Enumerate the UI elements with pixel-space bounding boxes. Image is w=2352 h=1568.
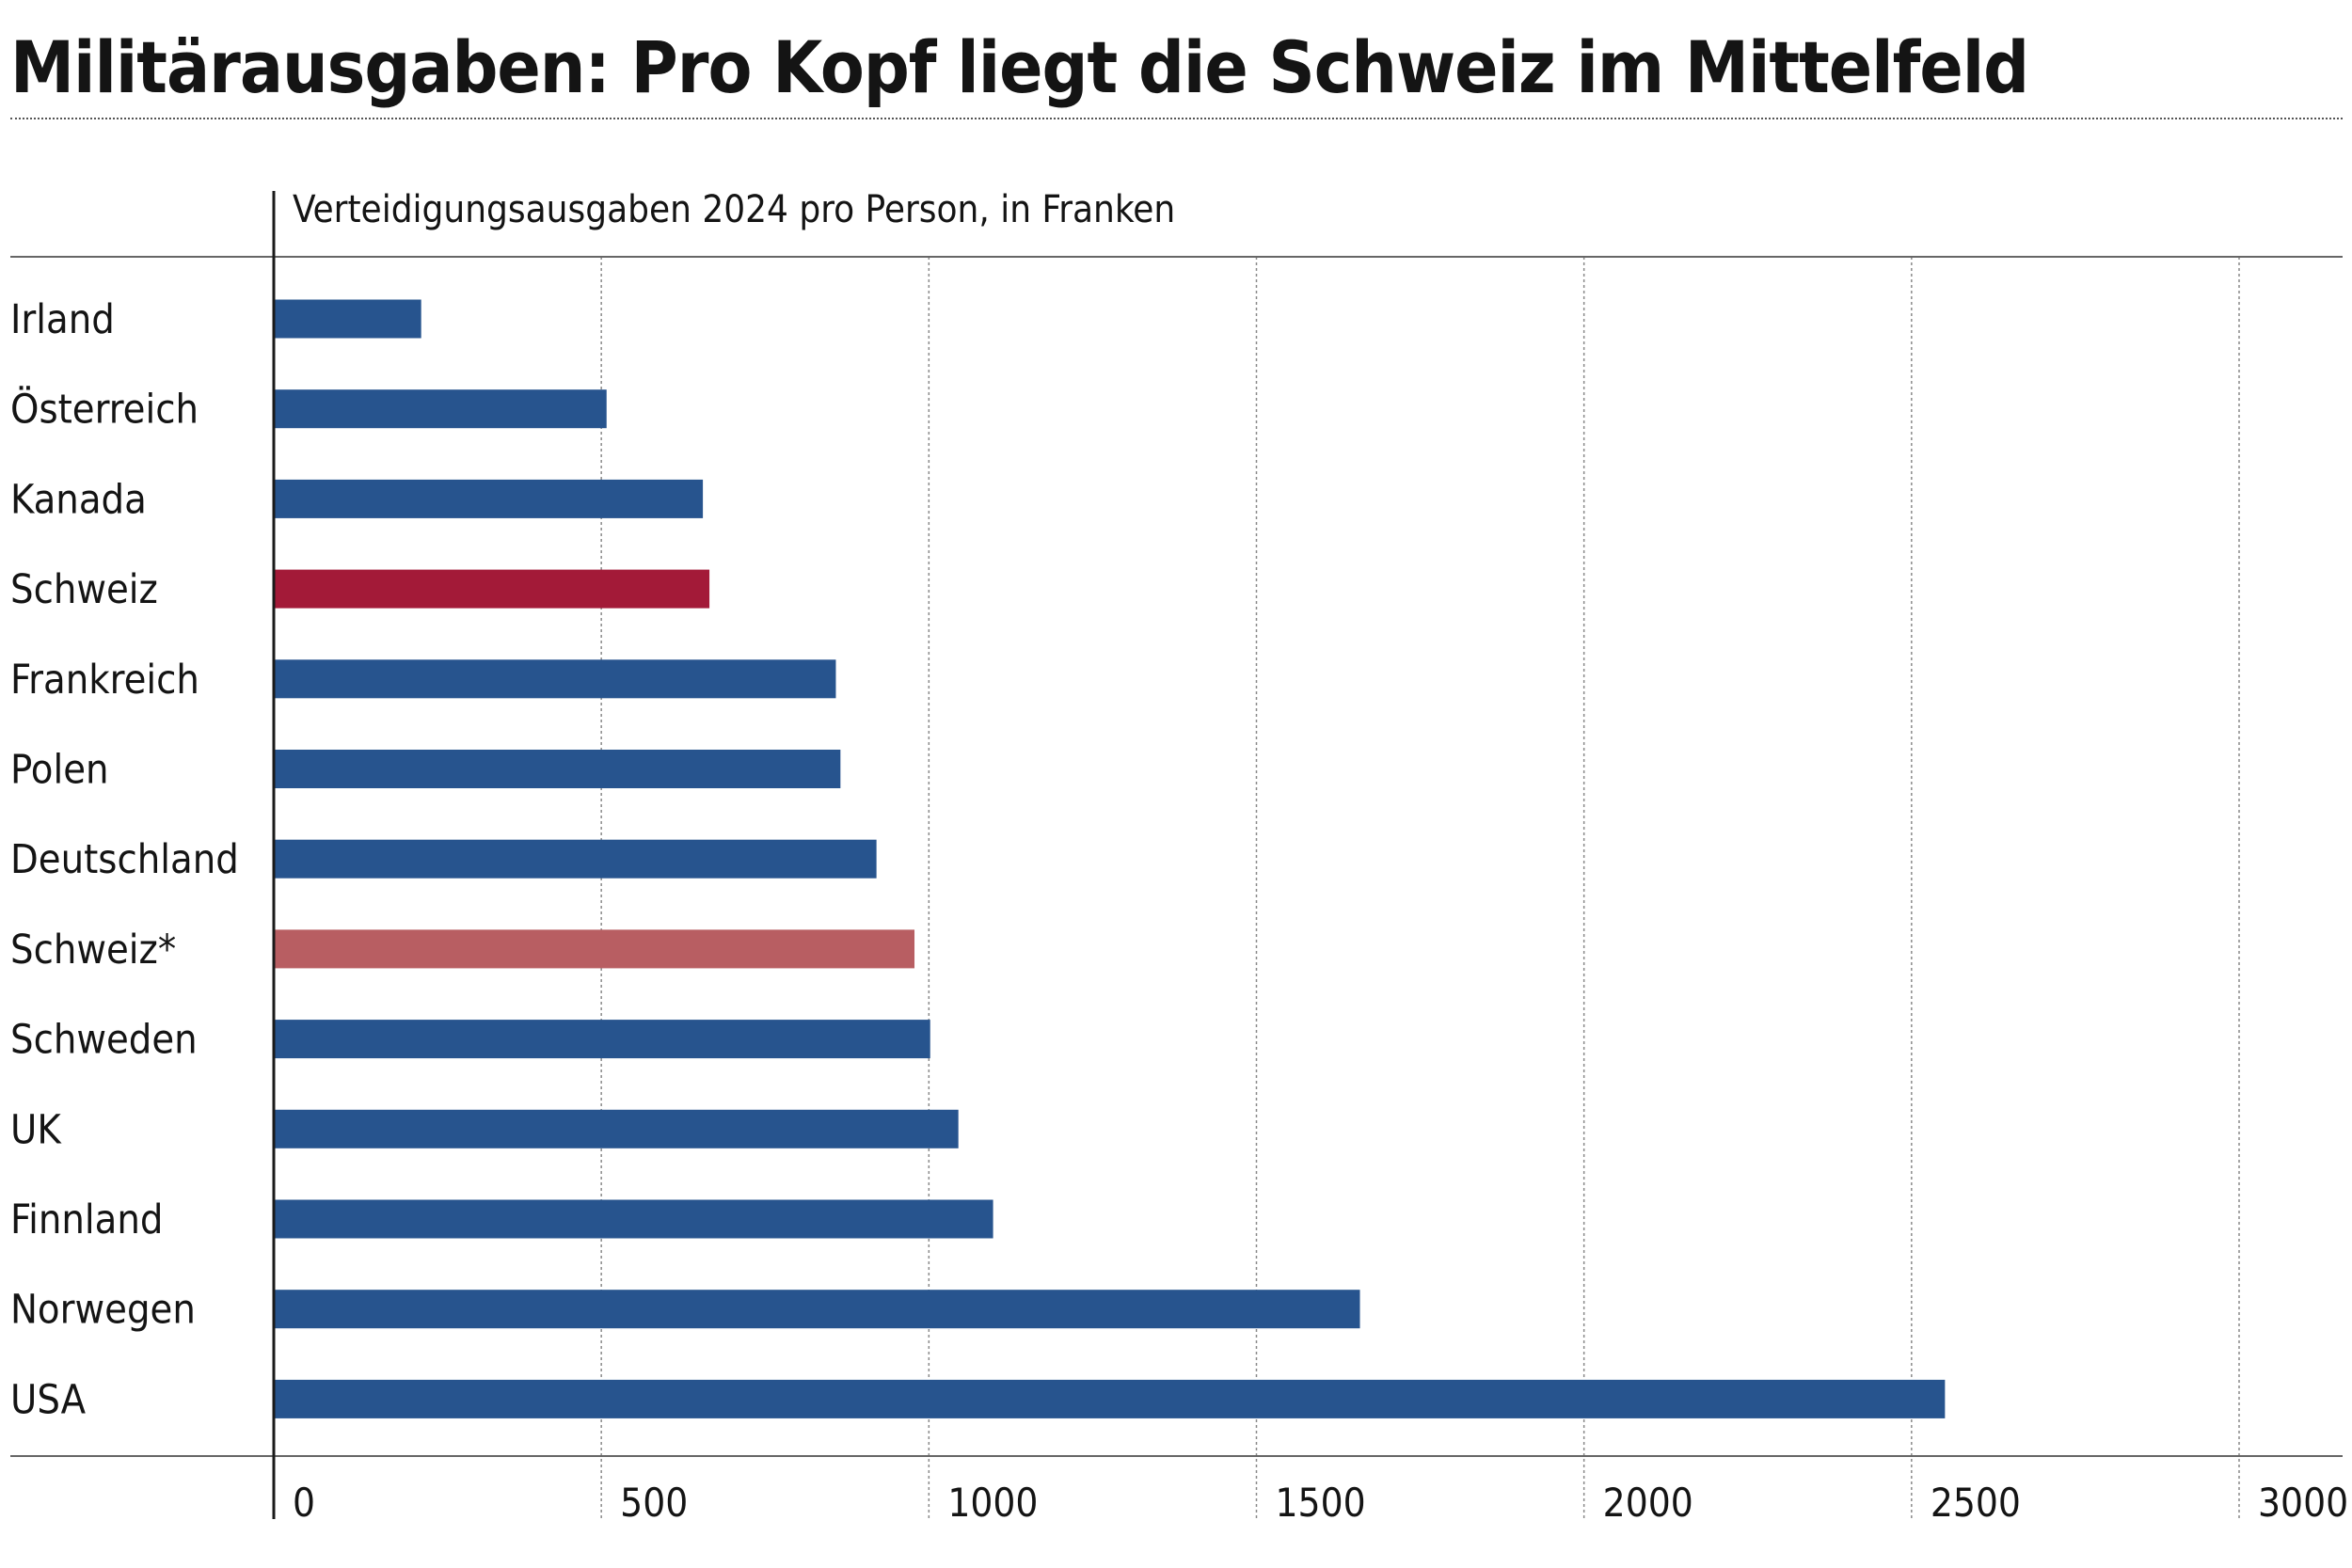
bar <box>274 1199 993 1239</box>
bars <box>274 299 1946 1418</box>
bar <box>274 389 607 429</box>
gridlines <box>600 257 2240 1519</box>
bar <box>274 1379 1946 1418</box>
bar <box>274 479 704 518</box>
bar <box>274 299 421 339</box>
x-tick-labels: 0 500 1000 1500 2000 2500 3000 <box>293 1480 2348 1526</box>
category-label: Deutschland <box>10 836 239 883</box>
bar <box>274 929 915 969</box>
bar <box>274 750 841 788</box>
bar <box>274 1290 1360 1329</box>
category-label: Frankreich <box>10 657 199 704</box>
bar <box>274 1109 959 1148</box>
x-tick-label: 3000 <box>2258 1480 2348 1526</box>
chart-subtitle: Verteidigungsausgaben 2024 pro Person, i… <box>293 188 1175 231</box>
category-label: Irland <box>10 296 115 343</box>
category-label: Polen <box>10 747 109 794</box>
category-label: UK <box>10 1106 62 1153</box>
x-tick-label: 1500 <box>1276 1480 1366 1526</box>
category-label: Schweiz <box>10 566 158 613</box>
category-label: Schweiz* <box>10 927 176 974</box>
x-tick-label: 2000 <box>1603 1480 1693 1526</box>
bar <box>274 659 836 699</box>
x-tick-label: 0 <box>293 1480 315 1526</box>
x-tick-label: 1000 <box>947 1480 1038 1526</box>
title-divider <box>10 118 2343 119</box>
category-label: Kanada <box>10 476 147 523</box>
chart-title: Militärausgaben: Pro Kopf liegt die Schw… <box>10 25 2029 109</box>
category-label: USA <box>10 1376 87 1423</box>
x-tick-label: 2500 <box>1931 1480 2021 1526</box>
bar <box>274 569 710 609</box>
category-label: Norwegen <box>10 1287 196 1334</box>
bar <box>274 839 877 879</box>
category-label: Finnland <box>10 1196 163 1243</box>
category-label: Schweden <box>10 1017 198 1064</box>
category-labels: Irland Österreich Kanada Schweiz Frankreich P… <box>10 296 239 1423</box>
category-label: Österreich <box>10 386 199 434</box>
bar <box>274 1020 930 1059</box>
x-tick-label: 500 <box>620 1480 688 1526</box>
